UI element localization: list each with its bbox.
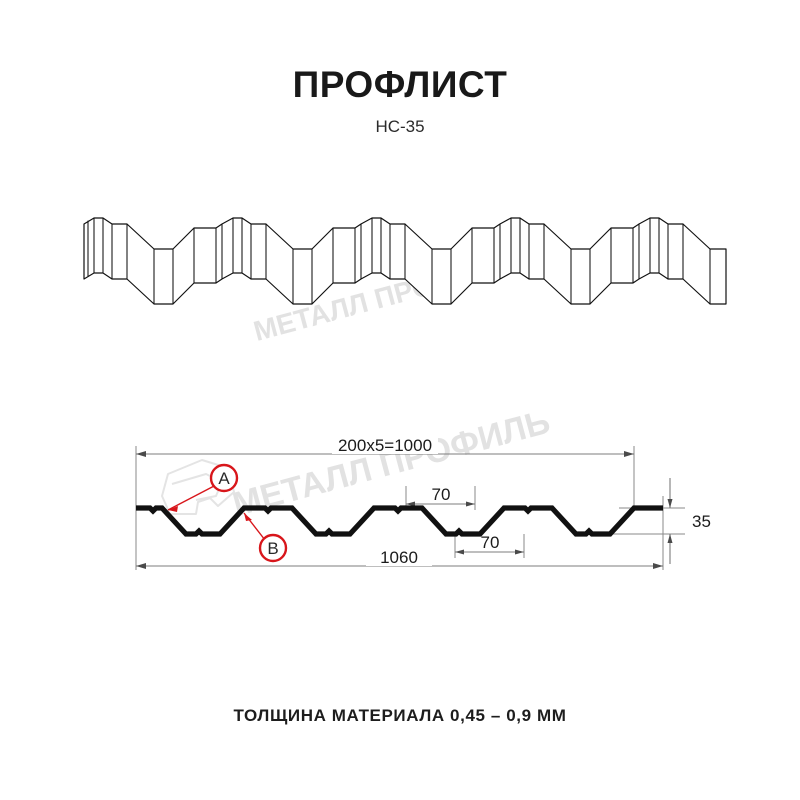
dimension-height: 35 (667, 478, 711, 564)
isometric-profile-view (70, 200, 740, 360)
dimension-crest-width: 70 (406, 484, 475, 507)
thickness-note: ТОЛЩИНА МАТЕРИАЛА 0,45 – 0,9 ММ (233, 706, 567, 725)
callout-b: B (243, 512, 288, 563)
dimension-valley-width: 70 (455, 532, 524, 555)
dimension-pitch: 200x5=1000 (136, 436, 634, 457)
dimension-overall-width: 1060 (136, 548, 663, 569)
profile-section-path (136, 505, 663, 537)
dimension-overall-label: 1060 (380, 548, 418, 567)
dimension-valley-label: 70 (481, 533, 500, 552)
callout-b-label: B (267, 539, 278, 558)
page-title: ПРОФЛИСТ (292, 64, 508, 105)
cross-section-svg: 200x5=1000 70 70 (135, 436, 711, 570)
callout-a: A (167, 463, 239, 512)
callout-a-label: A (218, 469, 230, 488)
dimension-pitch-label: 200x5=1000 (338, 436, 432, 455)
model-subtitle: НС-35 (375, 117, 425, 136)
cross-section-view: 200x5=1000 70 70 (110, 430, 730, 620)
dimension-height-label: 35 (692, 512, 711, 531)
isometric-profile-svg (83, 217, 727, 305)
dimension-crest-label: 70 (432, 485, 451, 504)
